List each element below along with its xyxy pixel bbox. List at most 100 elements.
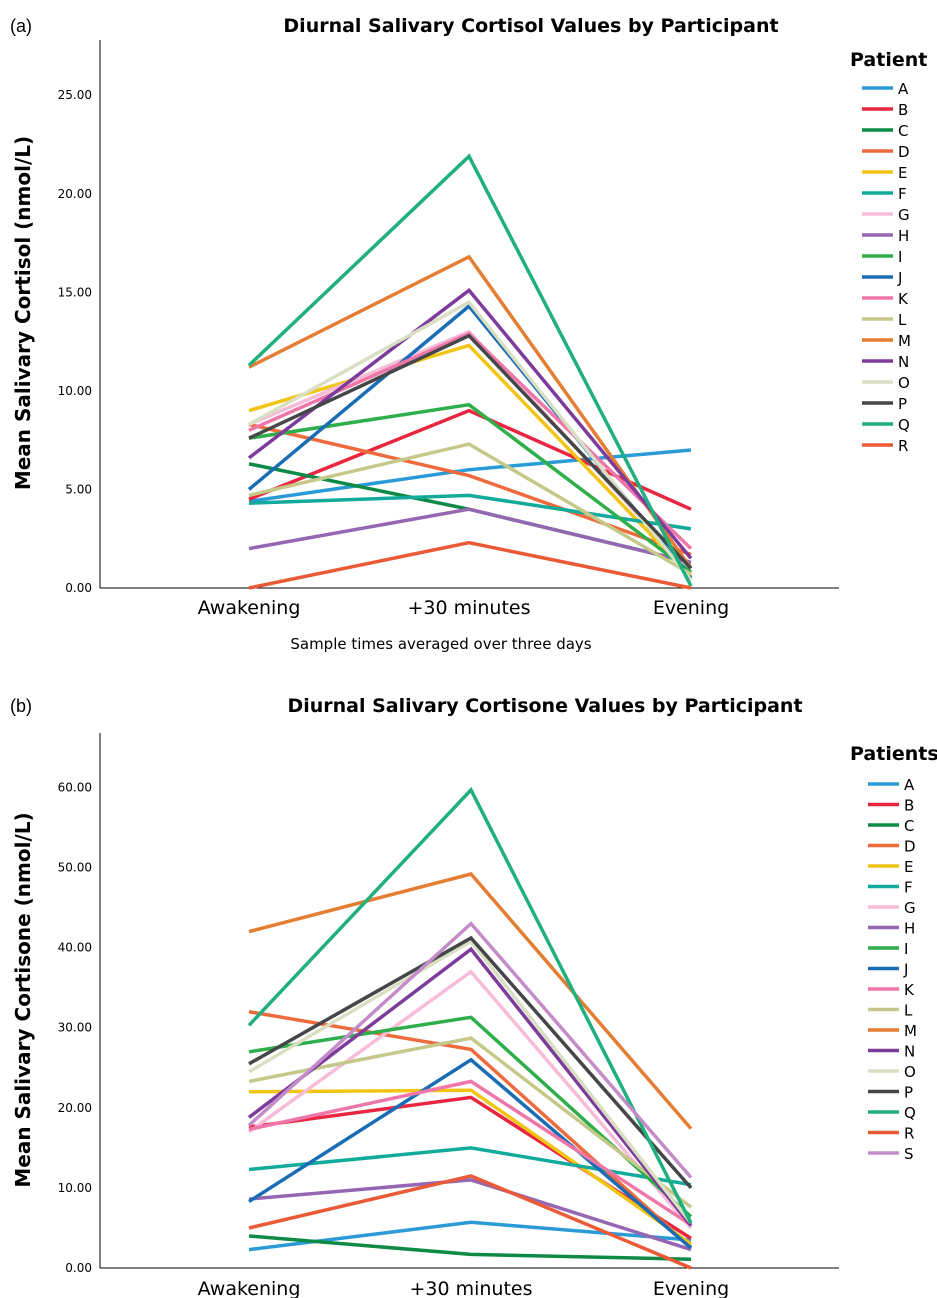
legend-label-m: M [898, 332, 911, 350]
panel-label-a: (a) [10, 16, 32, 36]
y-tick-label: 25.00 [58, 88, 92, 102]
legend-label-k: K [898, 290, 909, 308]
series-line-e [248, 343, 693, 578]
legend-label-r: R [904, 1125, 914, 1143]
legend-label-a: A [898, 80, 909, 98]
y-ticks-a: 0.00 5.00 10.00 15.00 20.00 25.00 [58, 88, 92, 595]
legend-label-l: L [904, 1002, 913, 1020]
chart-title-a: Diurnal Salivary Cortisol Values by Part… [283, 15, 778, 37]
legend-label-i: I [898, 248, 902, 266]
y-tick-label: 15.00 [58, 285, 92, 299]
series-line-l [248, 1036, 693, 1209]
legend-label-f: F [904, 879, 913, 897]
legend-title-a: Patient [850, 49, 927, 71]
legend-label-b: B [898, 101, 908, 119]
series-line-d [248, 422, 692, 557]
series-line-j [248, 1057, 693, 1250]
y-tick-label: 0.00 [65, 581, 92, 595]
legend-label-p: P [904, 1084, 913, 1102]
y-ticks-b: 0.00 10.00 20.00 30.00 40.00 50.00 60.00 [58, 780, 92, 1275]
legend-label-q: Q [898, 416, 910, 434]
series-line-p [248, 333, 693, 570]
x-category-label: Evening [653, 597, 729, 619]
legend-label-b: B [904, 797, 914, 815]
y-tick-label: 30.00 [58, 1021, 92, 1035]
legend-label-d: D [898, 143, 910, 161]
series-line-m [248, 872, 693, 1130]
legend-label-l: L [898, 311, 907, 329]
y-tick-label: 10.00 [58, 1181, 92, 1195]
legend-label-j: J [903, 961, 908, 979]
legend-label-c: C [898, 122, 908, 140]
x-categories-b: Awakening +30 minutes Evening [198, 1278, 730, 1298]
series-line-h [248, 507, 692, 565]
series-lines-a [247, 153, 693, 590]
legend-label-s: S [904, 1145, 914, 1163]
legend-label-j: J [897, 269, 902, 287]
x-category-label: Evening [653, 1278, 729, 1298]
series-line-m [248, 254, 693, 570]
legend-label-f: F [898, 185, 907, 203]
series-line-a [248, 1220, 692, 1252]
legend-label-i: I [904, 940, 908, 958]
legend-label-n: N [898, 353, 909, 371]
legend-label-o: O [904, 1063, 916, 1081]
legend-label-p: P [898, 395, 907, 413]
y-tick-label: 10.00 [58, 384, 92, 398]
series-line-p [248, 935, 693, 1190]
y-axis-label-a: Mean Salivary Cortisol (nmol/L) [11, 136, 35, 490]
series-line-q [247, 786, 693, 1224]
series-line-l [248, 442, 692, 576]
legend-label-e: E [898, 164, 907, 182]
series-line-e [248, 1088, 693, 1246]
legend-label-h: H [904, 920, 915, 938]
x-category-label: +30 minutes [409, 1278, 532, 1298]
panel-label-b: (b) [10, 696, 32, 716]
series-line-g [247, 969, 693, 1230]
series-line-c [248, 1234, 692, 1261]
y-tick-label: 20.00 [58, 187, 92, 201]
y-tick-label: 5.00 [65, 482, 92, 496]
x-category-label: Awakening [198, 597, 301, 619]
legend-label-a: A [904, 776, 915, 794]
x-category-label: Awakening [198, 1278, 301, 1298]
y-tick-label: 50.00 [58, 861, 92, 875]
chart-panel-b: (b) Diurnal Salivary Cortisone Values by… [10, 695, 937, 1298]
series-lines-b [247, 786, 693, 1270]
x-categories-a: Awakening +30 minutes Evening [198, 597, 730, 619]
y-tick-label: 60.00 [58, 780, 92, 794]
y-axis-label-b: Mean Salivary Cortisone (nmol/L) [11, 812, 35, 1187]
legend-label-k: K [904, 981, 915, 999]
series-line-r [248, 1174, 692, 1270]
chart-panel-a: (a) Diurnal Salivary Cortisol Values by … [10, 15, 927, 653]
series-line-s [247, 921, 693, 1179]
series-line-k [248, 331, 693, 550]
series-line-o [248, 299, 693, 582]
legend-title-b: Patients [850, 743, 937, 765]
legend-label-r: R [898, 437, 908, 455]
chart-title-b: Diurnal Salivary Cortisone Values by Par… [287, 695, 802, 717]
legend-label-n: N [904, 1043, 915, 1061]
series-line-f [248, 1146, 692, 1187]
series-line-r [248, 540, 692, 590]
series-line-o [248, 938, 693, 1225]
legend-label-e: E [904, 858, 913, 876]
legend-label-q: Q [904, 1104, 916, 1122]
legend-label-m: M [904, 1022, 917, 1040]
series-line-d [248, 1009, 693, 1249]
series-line-h [248, 1178, 692, 1252]
legend-label-d: D [904, 838, 916, 856]
legend-label-g: G [898, 206, 910, 224]
series-line-n [247, 946, 693, 1227]
legend-label-h: H [898, 227, 909, 245]
y-tick-label: 0.00 [65, 1261, 92, 1275]
y-tick-label: 40.00 [58, 941, 92, 955]
y-tick-label: 20.00 [58, 1101, 92, 1115]
series-line-b [248, 1095, 692, 1240]
series-line-q [247, 153, 693, 587]
legend-label-c: C [904, 817, 914, 835]
series-line-n [247, 287, 693, 560]
